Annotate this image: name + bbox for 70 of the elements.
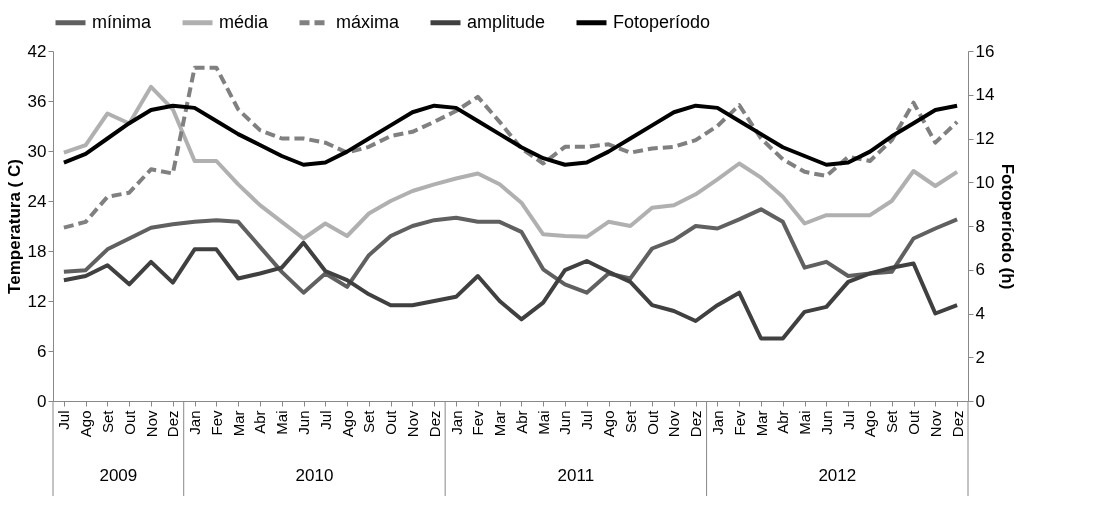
x-tick-label: Fev bbox=[207, 410, 225, 436]
x-tick-label: Jan bbox=[186, 410, 204, 435]
x-tick-label: Jan bbox=[708, 410, 726, 435]
x-tick-label: Set bbox=[621, 409, 639, 434]
y2-tick-label: 12 bbox=[975, 129, 995, 148]
x-tick-label: Jul bbox=[316, 410, 334, 430]
text: 2010 bbox=[295, 466, 334, 485]
y2-tick-label: 2 bbox=[975, 347, 985, 367]
text: 2011 bbox=[557, 466, 595, 485]
y2-tick-label: 10 bbox=[975, 172, 995, 192]
x-tick-label: Nov bbox=[665, 410, 683, 438]
x-tick-label: Jul bbox=[55, 410, 73, 430]
y-tick-label: 42 bbox=[27, 41, 47, 61]
x-tick-label: Mar bbox=[491, 410, 509, 437]
text: 2012 bbox=[818, 466, 857, 485]
x-tick-label: Nov bbox=[926, 410, 944, 438]
x-tick-label: Jun bbox=[817, 410, 835, 435]
x-tick-label: Jun bbox=[295, 410, 313, 435]
x-tick-label: Fev bbox=[730, 410, 748, 436]
x-tick-label: Ago bbox=[77, 410, 95, 438]
x-tick-label: Dez bbox=[948, 410, 966, 438]
x-tick-label: Dez bbox=[425, 410, 443, 438]
y2-tick-label: 4 bbox=[975, 304, 985, 323]
x-tick-label: Out bbox=[905, 409, 923, 435]
x-tick-label: Set bbox=[98, 409, 116, 434]
y-tick-label: 12 bbox=[27, 291, 47, 311]
y-tick-label: 36 bbox=[27, 91, 47, 111]
x-tick-label: Out bbox=[382, 409, 400, 435]
x-tick-label: Abr bbox=[251, 410, 269, 434]
x-tick-label: Set bbox=[360, 409, 378, 434]
x-tick-label: Mar bbox=[752, 410, 770, 437]
x-tick-label: Dez bbox=[687, 410, 705, 438]
y2-axis-title: Fotoperíodo (h) bbox=[998, 163, 1018, 290]
x-tick-label: Ago bbox=[600, 410, 618, 438]
legend-label: mínima bbox=[92, 11, 152, 32]
x-tick-label: Ago bbox=[338, 410, 356, 438]
x-tick-label: Jan bbox=[447, 410, 465, 435]
x-tick-label: Jul bbox=[839, 410, 857, 430]
x-tick-label: Nov bbox=[403, 410, 421, 438]
text: 2009 bbox=[99, 466, 138, 485]
legend-label: amplitude bbox=[467, 11, 546, 32]
legend-label: Fotoperíodo bbox=[613, 11, 711, 32]
y-tick-label: 24 bbox=[27, 191, 47, 211]
x-tick-label: Jun bbox=[556, 410, 574, 435]
legend-label: média bbox=[219, 11, 270, 32]
y-tick-label: 0 bbox=[37, 391, 47, 411]
y2-tick-label: 6 bbox=[975, 260, 985, 280]
x-tick-label: Dez bbox=[164, 410, 182, 438]
legend-label: máxima bbox=[336, 11, 400, 32]
x-tick-label: Set bbox=[883, 409, 901, 434]
x-tick-label: Ago bbox=[861, 410, 879, 438]
x-tick-label: Jul bbox=[578, 410, 596, 430]
y2-tick-label: 0 bbox=[975, 391, 985, 411]
x-tick-label: Abr bbox=[512, 410, 530, 434]
x-tick-label: Mai bbox=[273, 410, 291, 435]
x-tick-label: Fev bbox=[469, 410, 487, 436]
y-tick-label: 6 bbox=[37, 341, 47, 361]
y-tick-label: 30 bbox=[27, 141, 47, 161]
y2-tick-label: 8 bbox=[975, 216, 985, 236]
x-tick-label: Mar bbox=[229, 410, 247, 437]
x-tick-label: Mai bbox=[534, 410, 552, 435]
x-tick-label: Out bbox=[120, 409, 138, 435]
x-tick-label: Abr bbox=[774, 410, 792, 434]
x-tick-label: Nov bbox=[142, 410, 160, 438]
y-axis-title: Temperatura ( C) bbox=[4, 159, 24, 294]
y2-tick-label: 14 bbox=[975, 85, 995, 105]
y2-tick-label: 16 bbox=[975, 41, 995, 61]
x-tick-label: Mai bbox=[796, 410, 814, 435]
y-tick-label: 18 bbox=[27, 241, 47, 261]
x-tick-label: Out bbox=[643, 409, 661, 435]
